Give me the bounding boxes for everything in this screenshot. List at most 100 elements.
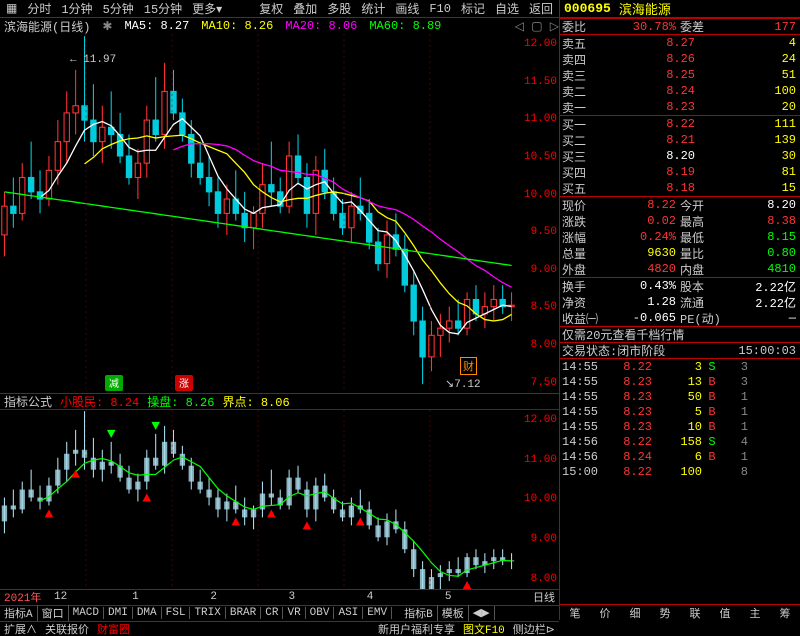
ratio-row: 委比 30.78% 委差 177 [560, 18, 800, 34]
orderbook-row: 卖五8.274 [560, 35, 800, 51]
chart-header: 滨海能源(日线) ✱ MA5: 8.27 MA10: 8.26 MA20: 8.… [0, 18, 559, 34]
tab-item[interactable]: 细 [630, 605, 641, 621]
menu-item[interactable]: 统计 [357, 0, 389, 17]
menu-item[interactable]: 自选 [491, 0, 523, 17]
stock-code: 000695 [564, 1, 611, 16]
more-dropdown[interactable]: 更多▾ [188, 0, 226, 17]
ma20-label: MA20: 8.06 [285, 19, 357, 33]
settings-icon[interactable]: ✱ [102, 19, 112, 34]
indicator-item[interactable]: ASI [334, 607, 363, 619]
indicator-item[interactable]: DMI [104, 607, 133, 619]
tab-item[interactable]: 势 [660, 605, 671, 621]
trade-row: 14:558.235B1 [560, 404, 800, 419]
indicator-item[interactable]: CR [261, 607, 283, 619]
indicator-item[interactable]: BRAR [226, 607, 261, 619]
low-marker: ↘7.12 [445, 377, 481, 391]
promo-text[interactable]: 仅需20元查看千档行情 [560, 326, 800, 342]
ma60-label: MA60: 8.89 [369, 19, 441, 33]
bottom-item[interactable]: 新用户福利专享 [374, 621, 459, 636]
tab-item[interactable]: 筹 [780, 605, 791, 621]
menu-icon[interactable]: ▦ [2, 1, 21, 16]
bottom-item[interactable]: 图文F10 [459, 621, 509, 636]
indicator-item[interactable]: VR [283, 607, 305, 619]
indicator-item[interactable]: MACD [69, 607, 104, 619]
bottom-item[interactable]: 关联报价 [41, 621, 93, 636]
indicator-item[interactable]: OBV [306, 607, 335, 619]
stock-name: 滨海能源 [619, 0, 671, 18]
nav-arrows[interactable]: ◀▶ [469, 606, 495, 620]
timeframe-item[interactable]: 分时 [23, 0, 55, 17]
stat-row: 换手0.43%股本2.22亿 [560, 278, 800, 294]
menu-item[interactable]: 多股 [323, 0, 355, 17]
menu-item[interactable]: 画线 [391, 0, 423, 17]
tab-item[interactable]: 价 [600, 605, 611, 621]
stock-title: 000695 滨海能源 [560, 0, 800, 18]
indicator-b-label[interactable]: 指标B [400, 605, 438, 621]
indicator-item[interactable]: 窗口 [38, 605, 69, 621]
trade-row: 14:558.2350B1 [560, 389, 800, 404]
cai-label: 财 [460, 357, 477, 375]
bottom-item[interactable]: 扩展∧ [0, 621, 41, 636]
indicator-item[interactable]: DMA [133, 607, 162, 619]
orderbook-row: 卖一8.2320 [560, 99, 800, 115]
menu-item[interactable]: 复权 [255, 0, 287, 17]
orderbook-row: 卖三8.2551 [560, 67, 800, 83]
menu-item[interactable]: 返回 [525, 0, 557, 17]
chart-controls[interactable]: ◁ ▢ ▷ [515, 19, 559, 34]
menu-item[interactable]: 标记 [457, 0, 489, 17]
jian-badge: 减 [105, 375, 127, 391]
bottom-bar: 扩展∧ 关联报价 财富圈 新用户福利专享 图文F10 侧边栏⊳ [0, 621, 559, 636]
date-axis: 2021年 12 1 2 3 4 5 日线 [0, 589, 559, 605]
top-menu: ▦ 分时 1分钟 5分钟 15分钟 更多▾ 复权 叠加 多股 统计 画线 F10… [0, 0, 559, 18]
sub-chart-header: 指标公式 小股民: 8.24 操盘: 8.26 界点: 8.06 [0, 393, 559, 409]
stat-row: 总量9630量比0.80 [560, 245, 800, 261]
ma5-label: MA5: 8.27 [124, 19, 189, 33]
indicator-item[interactable]: FSL [162, 607, 191, 619]
trade-status: 交易状态:闭市阶段 15:00:03 [560, 342, 800, 358]
tab-item[interactable]: 笔 [570, 605, 581, 621]
trade-row: 14:558.2310B1 [560, 419, 800, 434]
tab-item[interactable]: 主 [750, 605, 761, 621]
stat-row: 收益㈠-0.065PE(动)— [560, 310, 800, 326]
indicator-a-label[interactable]: 指标A [0, 605, 38, 621]
stock-kline-label: 滨海能源(日线) [4, 18, 90, 35]
stat-row: 涨幅0.24%最低8.15 [560, 229, 800, 245]
bottom-item[interactable]: 财富圈 [93, 621, 134, 636]
main-candlestick-chart[interactable]: 12.0011.5011.0010.5010.009.509.008.508.0… [0, 34, 559, 393]
stat-row: 外盘4820内盘4810 [560, 261, 800, 277]
indicator-bar: 指标A 窗口 MACD DMI DMA FSL TRIX BRAR CR VR … [0, 605, 559, 621]
timeframe-item[interactable]: 1分钟 [57, 0, 96, 17]
orderbook-row: 买二8.21139 [560, 132, 800, 148]
orderbook-row: 卖四8.2624 [560, 51, 800, 67]
high-marker: ← 11.97 [70, 54, 116, 66]
indicator-item[interactable]: EMV [363, 607, 392, 619]
trade-row: 14:558.2313B3 [560, 374, 800, 389]
y-axis: 12.0011.5011.0010.5010.009.509.008.508.0… [517, 34, 557, 393]
template-label[interactable]: 模板 [438, 605, 469, 621]
stat-row: 涨跌0.02最高8.38 [560, 213, 800, 229]
indicator-item[interactable]: TRIX [190, 607, 225, 619]
orderbook-row: 卖二8.24100 [560, 83, 800, 99]
bottom-item[interactable]: 侧边栏⊳ [509, 621, 559, 636]
menu-item[interactable]: F10 [425, 2, 455, 16]
cp-label: 操盘: 8.26 [147, 393, 214, 410]
stat-row: 净资1.28流通2.22亿 [560, 294, 800, 310]
indicator-formula-label: 指标公式 [4, 393, 52, 410]
stat-row: 现价8.22今开8.20 [560, 197, 800, 213]
tab-item[interactable]: 值 [720, 605, 731, 621]
timeframe-item[interactable]: 5分钟 [99, 0, 138, 17]
xgm-label: 小股民: 8.24 [60, 393, 139, 410]
right-bottom-tabs: 笔 价 细 势 联 值 主 筹 [560, 604, 800, 620]
jd-label: 界点: 8.06 [222, 393, 289, 410]
orderbook-row: 买三8.2030 [560, 148, 800, 164]
trade-row: 14:568.22158S4 [560, 434, 800, 449]
menu-item[interactable]: 叠加 [289, 0, 321, 17]
orderbook-row: 买一8.22111 [560, 116, 800, 132]
ma10-label: MA10: 8.26 [201, 19, 273, 33]
timeframe-item[interactable]: 15分钟 [140, 0, 186, 17]
sub-y-axis: 12.0011.0010.009.008.00 [517, 410, 557, 589]
zhang-badge: 涨 [175, 375, 197, 391]
sub-indicator-chart[interactable]: 12.0011.0010.009.008.00 [0, 409, 559, 589]
tab-item[interactable]: 联 [690, 605, 701, 621]
trade-row: 15:008.221008 [560, 464, 800, 479]
